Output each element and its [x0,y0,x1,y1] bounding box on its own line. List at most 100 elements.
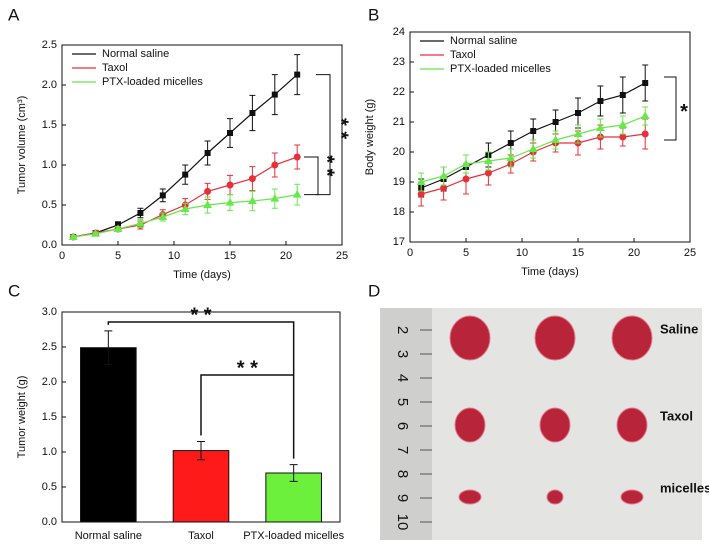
significance: * * [190,304,211,326]
y-tick-label: 22 [393,86,405,98]
photo-panel: D 2 3 4 5 6 7 8 9 10 Saline Taxol micelles [368,281,709,540]
bracket [107,321,295,459]
bar [172,450,230,523]
x-tick-label: 20 [280,250,292,262]
bracket [200,374,294,436]
legend-label: PTX-loaded micelles [450,63,551,75]
ruler-label: 2 [394,326,411,334]
marker [226,181,234,189]
marker [551,135,560,143]
x-tick-label: 15 [224,250,236,262]
significance: * * [237,357,258,379]
x-tick-label: Normal saline [75,530,142,542]
x-tick-label: 0 [407,247,413,259]
tumor [458,489,482,505]
marker [249,110,256,116]
y-tick-label: 20 [393,146,405,158]
legend-label: Taxol [450,49,476,61]
bracket [316,74,331,196]
panel-label: D [368,281,380,300]
ruler-label: 10 [394,514,411,531]
x-tick-label: 10 [168,250,180,262]
marker [294,71,301,78]
marker [619,133,627,141]
y-tick-label: 19 [393,176,405,188]
marker [158,212,168,220]
marker [91,229,100,237]
y-tick-label: 3.0 [42,306,57,318]
x-tick-label: PTX-loaded micelles [243,530,344,542]
marker [270,194,280,202]
bracket [664,76,677,141]
y-tick-label: 18 [393,206,405,218]
marker [227,130,233,136]
marker [528,144,538,152]
marker [641,130,649,138]
y-tick-label: 21 [393,116,405,128]
y-tick-label: 0.0 [42,239,57,251]
marker [292,190,302,198]
ruler-label: 8 [394,470,411,478]
marker [573,129,583,137]
marker [68,232,78,240]
error-bar [289,464,298,482]
marker [530,128,537,134]
marker [417,190,425,198]
y-axis-title: Tumor weight (g) [16,376,28,459]
ruler-label: 9 [394,494,411,502]
y-tick-label: 1.5 [42,119,57,131]
y-tick-label: 0.5 [42,199,57,211]
marker [596,123,605,131]
x-tick-label: 5 [115,250,121,262]
x-tick-label: 15 [572,247,584,259]
y-tick-label: 24 [393,26,405,38]
marker [484,169,492,177]
y-tick-label: 0.0 [42,516,57,528]
marker [439,171,448,179]
tumor [620,489,644,505]
legend-label: Normal saline [102,48,169,60]
bracket [304,156,319,196]
legend-label: Normal saline [450,35,517,47]
panel-label: B [368,5,379,24]
y-tick-label: 2.5 [42,39,57,51]
x-axis-title: Time (days) [173,269,231,281]
panel-label: C [8,281,20,300]
tumor [534,315,576,361]
marker [552,119,559,125]
ruler-label: 7 [394,446,411,454]
y-tick-label: 1.5 [42,411,57,423]
tumor [611,315,653,361]
error-bar [104,330,113,365]
ruler [380,308,432,540]
tumor [449,315,491,361]
x-tick-label: 20 [628,247,640,259]
marker [225,198,235,206]
ruler-label: 4 [394,374,411,382]
marker [271,161,279,169]
row-label: Taxol [660,408,693,423]
marker [159,192,166,199]
marker [204,150,211,156]
marker [248,175,256,183]
marker [180,204,190,212]
marker [203,200,212,208]
plot-frame [61,44,343,246]
x-tick-label: 5 [463,247,469,259]
tumor [616,407,648,443]
y-tick-label: 0.5 [42,481,57,493]
marker [484,156,493,164]
y-tick-label: 2.5 [42,341,57,353]
marker [640,111,650,119]
x-tick-label: 25 [336,250,348,262]
y-tick-label: 2.0 [42,376,57,388]
marker [137,210,144,216]
y-tick-label: 2.0 [42,79,57,91]
marker [597,98,604,104]
legend-label: PTX-loaded micelles [102,76,203,88]
significance: * * [316,155,338,176]
marker [507,140,514,146]
marker [271,91,278,98]
marker [506,153,516,161]
panel-label: A [8,5,20,24]
